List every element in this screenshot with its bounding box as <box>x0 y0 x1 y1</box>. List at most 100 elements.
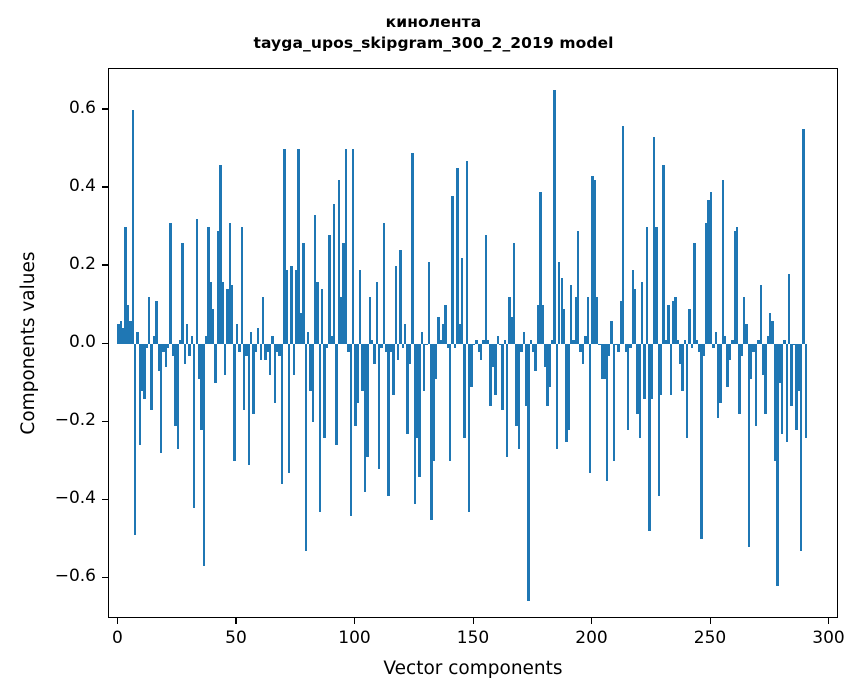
y-tick-label: −0.4 <box>54 488 96 509</box>
bar <box>778 344 781 383</box>
bar <box>216 230 220 344</box>
bar <box>674 297 677 344</box>
chart-title: кинолента tayga_upos_skipgram_300_2_2019… <box>0 12 867 53</box>
bar <box>804 344 807 438</box>
y-tick-label: 0.2 <box>68 253 96 274</box>
bar <box>394 265 397 344</box>
bar <box>695 340 698 344</box>
bar <box>460 258 464 344</box>
bar <box>487 340 490 344</box>
bar <box>167 344 170 348</box>
bar <box>494 344 497 395</box>
bar <box>306 332 310 344</box>
bar <box>449 344 452 462</box>
bar <box>515 344 518 426</box>
bar <box>524 344 528 407</box>
bar <box>679 344 682 364</box>
x-tick-mark <box>709 618 711 624</box>
bar <box>389 344 393 352</box>
bar <box>321 289 324 344</box>
bar <box>133 344 137 536</box>
bar <box>332 203 336 344</box>
x-tick-mark <box>353 618 356 624</box>
bar <box>757 340 760 344</box>
bar <box>228 223 232 344</box>
bar <box>622 125 625 344</box>
bar <box>522 332 525 344</box>
bar <box>664 340 668 344</box>
bar <box>615 344 618 345</box>
bar <box>387 344 390 497</box>
bar <box>551 340 554 344</box>
bar <box>356 344 360 403</box>
bar <box>688 308 691 344</box>
bar <box>302 242 305 344</box>
bar <box>743 297 746 344</box>
bar <box>304 344 307 551</box>
bar <box>555 344 559 450</box>
bar <box>631 269 634 344</box>
bar <box>683 340 687 344</box>
bar <box>406 344 409 434</box>
bar <box>503 340 506 344</box>
bar <box>292 344 296 376</box>
bar <box>771 320 774 344</box>
bar <box>591 176 594 344</box>
bar <box>671 301 675 344</box>
bar <box>278 344 281 356</box>
chart-title-line-2: tayga_upos_skipgram_300_2_2019 model <box>253 33 614 52</box>
bar <box>728 344 732 360</box>
bar <box>619 301 623 344</box>
bar <box>122 328 125 344</box>
bar <box>797 344 800 391</box>
bar <box>546 344 549 407</box>
bar <box>425 344 428 345</box>
bar <box>347 344 350 352</box>
bar <box>477 344 480 352</box>
bar <box>553 90 556 344</box>
bar <box>714 332 717 344</box>
bar <box>148 297 151 344</box>
bar <box>750 344 753 380</box>
bar <box>707 199 710 344</box>
bar <box>484 234 488 344</box>
bar <box>316 281 319 344</box>
bar <box>660 344 663 395</box>
bar <box>202 344 205 567</box>
bar <box>330 336 333 344</box>
bar <box>235 324 239 344</box>
bar <box>574 297 578 344</box>
bar <box>733 230 736 344</box>
bar <box>183 344 187 364</box>
bar <box>152 336 156 344</box>
bar <box>136 332 139 344</box>
bar <box>354 344 357 426</box>
bar <box>643 344 646 399</box>
bar <box>245 344 248 356</box>
bar <box>626 344 630 430</box>
bar <box>776 344 779 586</box>
bar <box>560 277 563 344</box>
bar <box>769 312 772 344</box>
bar <box>667 304 670 344</box>
x-tick-mark <box>116 618 119 624</box>
bar <box>268 344 272 376</box>
bar <box>468 344 471 512</box>
bar <box>690 344 694 348</box>
bar <box>482 340 485 344</box>
y-tick-mark <box>102 186 108 188</box>
bar <box>169 223 172 344</box>
y-tick-mark <box>102 264 108 266</box>
bar <box>370 340 374 344</box>
bar <box>569 285 573 344</box>
bar <box>586 297 589 344</box>
bar <box>475 340 478 344</box>
bar <box>686 344 689 438</box>
bar <box>240 226 243 344</box>
bar <box>176 344 179 450</box>
plot-frame <box>108 68 838 618</box>
bar <box>463 344 466 438</box>
bar <box>501 344 504 411</box>
bar <box>126 304 130 344</box>
